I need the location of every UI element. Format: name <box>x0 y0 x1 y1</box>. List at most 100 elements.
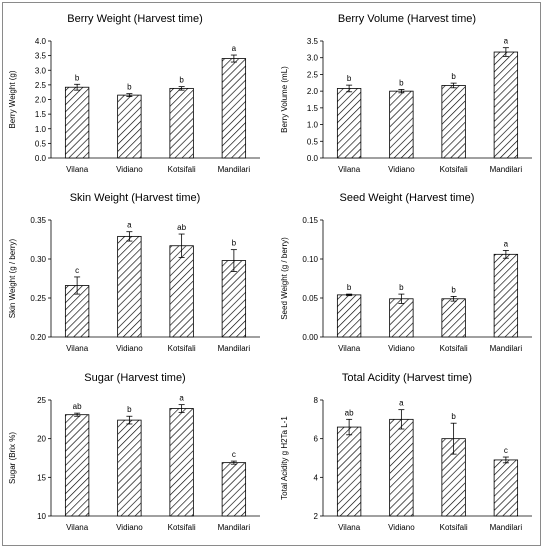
significance-letter: a <box>504 37 509 46</box>
significance-letter: b <box>451 285 456 294</box>
y-tick-label: 3.0 <box>35 66 47 75</box>
significance-letter: b <box>179 76 184 85</box>
x-tick-label: Kotsifali <box>168 344 196 353</box>
x-tick-label: Vidiano <box>388 523 415 532</box>
y-tick-label: 0.15 <box>302 216 318 225</box>
x-tick-label: Vidiano <box>116 344 143 353</box>
x-tick-label: Mandilari <box>490 523 523 532</box>
significance-letter: b <box>127 83 132 92</box>
y-axis-label: Sugar (Brix %) <box>8 432 17 484</box>
bar <box>117 419 142 517</box>
x-tick-label: Kotsifali <box>440 344 468 353</box>
y-tick-label: 1.0 <box>307 121 319 130</box>
significance-letter: b <box>399 283 404 292</box>
x-tick-label: Mandilari <box>218 344 251 353</box>
significance-letter: b <box>232 239 237 248</box>
x-tick-label: Vilana <box>66 344 89 353</box>
chart-title: Sugar (Harvest time) <box>84 372 185 384</box>
x-tick-label: Vilana <box>66 523 89 532</box>
bar <box>336 294 362 338</box>
chart-title: Berry Weight (Harvest time) <box>67 13 203 25</box>
significance-letter: b <box>347 283 352 292</box>
x-tick-label: Kotsifali <box>168 165 196 174</box>
significance-letter: ab <box>345 408 354 417</box>
y-axis-label: Skin Weight (g / berry) <box>8 238 17 318</box>
y-tick-label: 8 <box>314 396 319 405</box>
bar <box>169 245 194 338</box>
significance-letter: b <box>399 78 404 87</box>
bar <box>221 462 247 517</box>
x-tick-label: Vidiano <box>388 344 415 353</box>
chart-title: Seed Weight (Harvest time) <box>340 192 475 204</box>
significance-letter: c <box>232 450 236 459</box>
y-tick-label: 6 <box>314 435 319 444</box>
bar <box>493 51 519 159</box>
significance-letter: a <box>504 239 509 248</box>
x-tick-label: Mandilari <box>218 165 251 174</box>
y-tick-label: 0.35 <box>30 216 46 225</box>
chart-title: Total Acidity (Harvest time) <box>342 372 472 384</box>
bar <box>441 298 466 338</box>
y-tick-label: 15 <box>37 473 46 482</box>
y-tick-label: 20 <box>37 435 46 444</box>
bar <box>221 58 247 159</box>
bar <box>389 418 414 517</box>
y-tick-label: 25 <box>37 396 46 405</box>
y-tick-label: 1.5 <box>307 104 319 113</box>
y-tick-label: 2.0 <box>35 96 47 105</box>
y-tick-label: 3.5 <box>35 52 47 61</box>
chart-panel-6: Total Acidity (Harvest time) Total Acidit… <box>280 372 532 532</box>
x-tick-label: Mandilari <box>218 523 251 532</box>
bar <box>221 260 247 338</box>
x-tick-label: Vilana <box>66 165 89 174</box>
x-tick-label: Vilana <box>338 344 361 353</box>
bar <box>441 85 466 159</box>
x-tick-label: Kotsifali <box>440 523 468 532</box>
bar <box>117 235 142 338</box>
y-tick-label: 0.5 <box>307 137 319 146</box>
x-tick-label: Kotsifali <box>168 523 196 532</box>
significance-letter: c <box>75 266 79 275</box>
significance-letter: b <box>127 405 132 414</box>
significance-letter: b <box>451 412 456 421</box>
bar <box>389 298 414 338</box>
x-tick-label: Mandilari <box>490 344 523 353</box>
chart-panel-4: Seed Weight (Harvest time) Seed Weight (g… <box>280 192 532 353</box>
y-tick-label: 0.30 <box>30 255 46 264</box>
chart-panel-5: Sugar (Harvest time) Sugar (Brix %) 10 15 20… <box>8 372 260 532</box>
x-tick-label: Vilana <box>338 523 361 532</box>
significance-letter: a <box>179 394 184 403</box>
x-tick-label: Kotsifali <box>440 165 468 174</box>
y-tick-label: 0.0 <box>35 154 47 163</box>
y-tick-label: 0.20 <box>30 333 46 342</box>
chart-panel-1: Berry Weight (Harvest time) Berry Weight … <box>8 13 260 174</box>
y-tick-label: 0.10 <box>302 255 318 264</box>
chart-panel-2: Berry Volume (Harvest time) Berry Volume … <box>280 13 532 174</box>
y-tick-label: 0.5 <box>35 139 47 148</box>
y-tick-label: 1.5 <box>35 110 47 119</box>
significance-letter: c <box>504 446 508 455</box>
y-axis-label: Berry Weight (g) <box>8 70 17 128</box>
y-tick-label: 0.00 <box>302 333 318 342</box>
y-tick-label: 10 <box>37 512 46 521</box>
x-tick-label: Vidiano <box>116 165 143 174</box>
y-tick-label: 0.05 <box>302 294 318 303</box>
bar <box>493 459 519 517</box>
chart-title: Skin Weight (Harvest time) <box>70 192 201 204</box>
y-tick-label: 2.5 <box>307 70 319 79</box>
x-tick-label: Vidiano <box>388 165 415 174</box>
y-tick-label: 3.0 <box>307 54 319 63</box>
y-axis-label: Berry Volume (mL) <box>280 66 289 133</box>
x-tick-label: Mandilari <box>490 165 523 174</box>
y-tick-label: 4 <box>314 473 319 482</box>
y-axis-label: Seed Weight (g / berry) <box>280 237 289 320</box>
y-tick-label: 1.0 <box>35 125 47 134</box>
bar <box>64 414 90 517</box>
significance-letter: b <box>75 73 80 82</box>
y-tick-label: 2.5 <box>35 81 47 90</box>
significance-letter: ab <box>73 402 82 411</box>
bar <box>336 88 362 159</box>
x-tick-label: Vilana <box>338 165 361 174</box>
chart-panel-3: Skin Weight (Harvest time) Skin Weight (g… <box>8 192 260 353</box>
